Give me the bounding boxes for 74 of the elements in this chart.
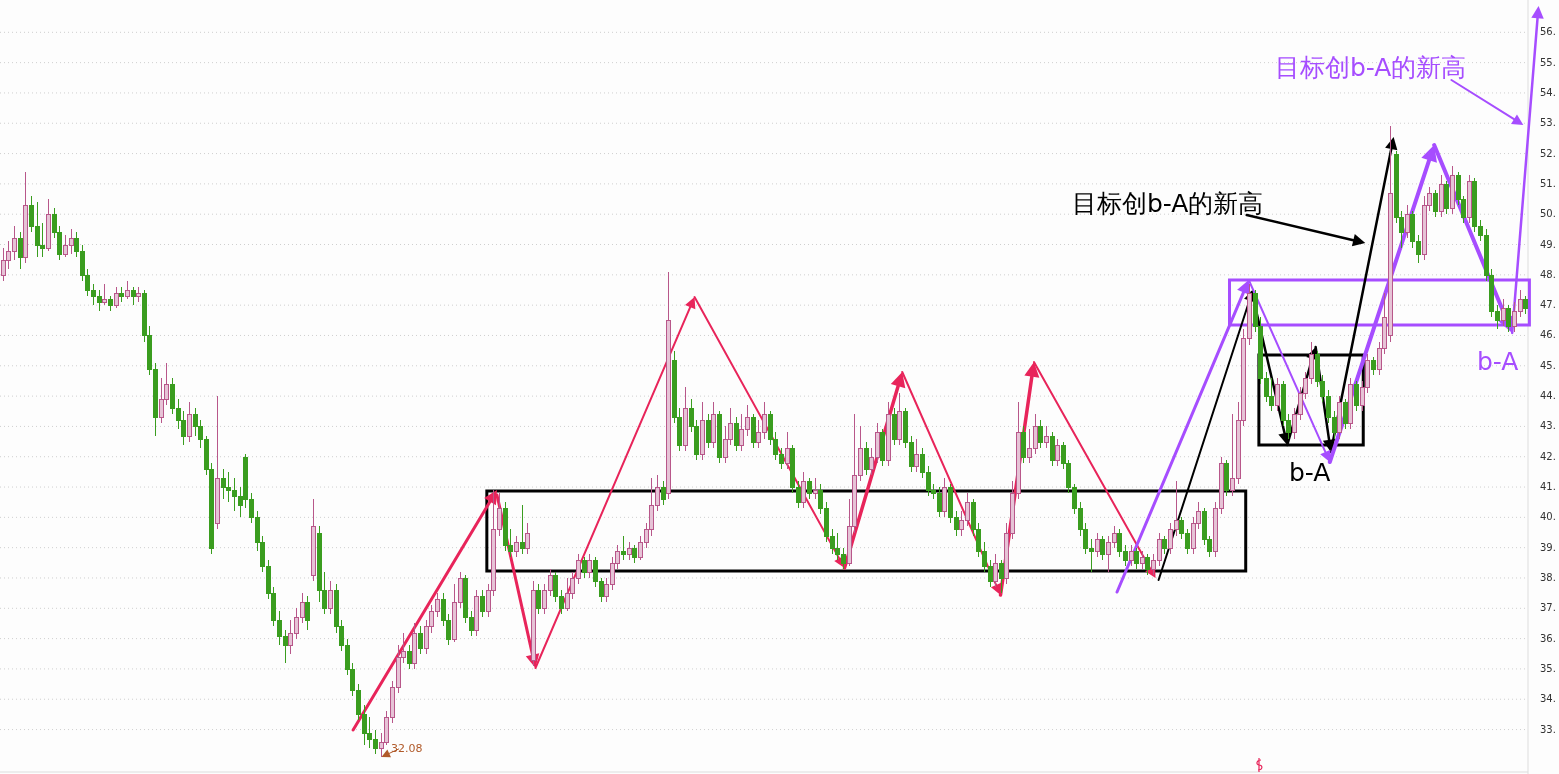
candlestick	[480, 589, 485, 618]
y-tick-label: 47.	[1540, 299, 1556, 311]
y-tick-label: 41.	[1540, 481, 1556, 493]
candlestick	[942, 477, 947, 518]
candlestick	[914, 438, 919, 473]
candlestick	[525, 522, 530, 555]
y-tick-label: 35.	[1540, 662, 1556, 674]
candlestick	[1444, 180, 1449, 215]
candlestick	[734, 416, 739, 452]
candlestick	[807, 477, 812, 500]
candlestick	[1055, 438, 1060, 467]
y-tick-label: 49.	[1540, 238, 1556, 250]
candlestick	[1100, 535, 1105, 561]
y-tick-label: 50.	[1540, 208, 1556, 220]
annotation: b-A	[1289, 458, 1331, 487]
annotation: b-A	[1477, 347, 1519, 376]
candlestick	[587, 553, 592, 579]
candlestick	[187, 401, 192, 443]
candlestick	[1134, 547, 1139, 570]
candlestick	[407, 644, 412, 670]
candlestick	[520, 504, 525, 555]
candlestick	[1405, 204, 1410, 239]
y-tick-label: 44.	[1540, 390, 1556, 402]
y-tick-label: 36.	[1540, 632, 1556, 644]
y-tick-label: 52.	[1540, 147, 1556, 159]
candlestick	[801, 471, 806, 509]
candlestick	[1038, 419, 1043, 449]
candlestick	[1275, 377, 1280, 412]
candlestick	[1095, 532, 1100, 558]
candlestick	[1501, 298, 1506, 327]
y-tick-label: 53.	[1540, 117, 1556, 129]
candlestick	[1506, 304, 1511, 333]
candlestick	[1050, 431, 1055, 467]
candlestick	[418, 625, 423, 655]
candlestick	[582, 556, 587, 579]
y-tick-label: 40.	[1540, 511, 1556, 523]
candlestick	[1343, 398, 1348, 430]
annotation: 目标创b-A的新高	[1072, 189, 1264, 218]
y-tick-label: 55.	[1540, 56, 1556, 68]
candlestick	[114, 286, 119, 309]
candlestick	[1145, 553, 1150, 576]
y-tick-label: 37.	[1540, 602, 1556, 614]
candlestick	[864, 441, 869, 476]
y-tick-label: 56.	[1540, 26, 1556, 38]
candlestick	[1044, 425, 1049, 449]
y-tick-label: 42.	[1540, 450, 1556, 462]
y-tick-label: 48.	[1540, 268, 1556, 280]
candlestick	[1354, 380, 1359, 412]
candlestick	[661, 480, 666, 506]
y-tick-label: 33.	[1540, 723, 1556, 735]
y-tick-label: 51.	[1540, 177, 1556, 189]
annotation: 32.08	[391, 742, 423, 755]
candlestick	[536, 583, 541, 615]
candlestick	[305, 595, 310, 631]
candlestick	[993, 553, 998, 588]
annotation: 目标创b-A的新高	[1275, 53, 1467, 82]
candlestick	[102, 283, 107, 306]
candlestick	[18, 231, 23, 270]
candlestick	[514, 535, 519, 558]
y-tick-label: 38.	[1540, 571, 1556, 583]
candlestick	[999, 559, 1004, 594]
y-tick-label: 43.	[1540, 420, 1556, 432]
candlestick	[813, 477, 818, 500]
candlestick	[706, 413, 711, 449]
y-tick-label: 46.	[1540, 329, 1556, 341]
candlestick	[1433, 189, 1438, 218]
candlestick	[1129, 544, 1134, 567]
candlestick	[328, 580, 333, 615]
y-tick-label: 39.	[1540, 541, 1556, 553]
candlestick	[785, 431, 790, 470]
candlestick	[621, 535, 626, 561]
y-tick-label: 34.	[1540, 693, 1556, 705]
y-tick-label: 54.	[1540, 86, 1556, 98]
y-tick-label: 45.	[1540, 359, 1556, 371]
